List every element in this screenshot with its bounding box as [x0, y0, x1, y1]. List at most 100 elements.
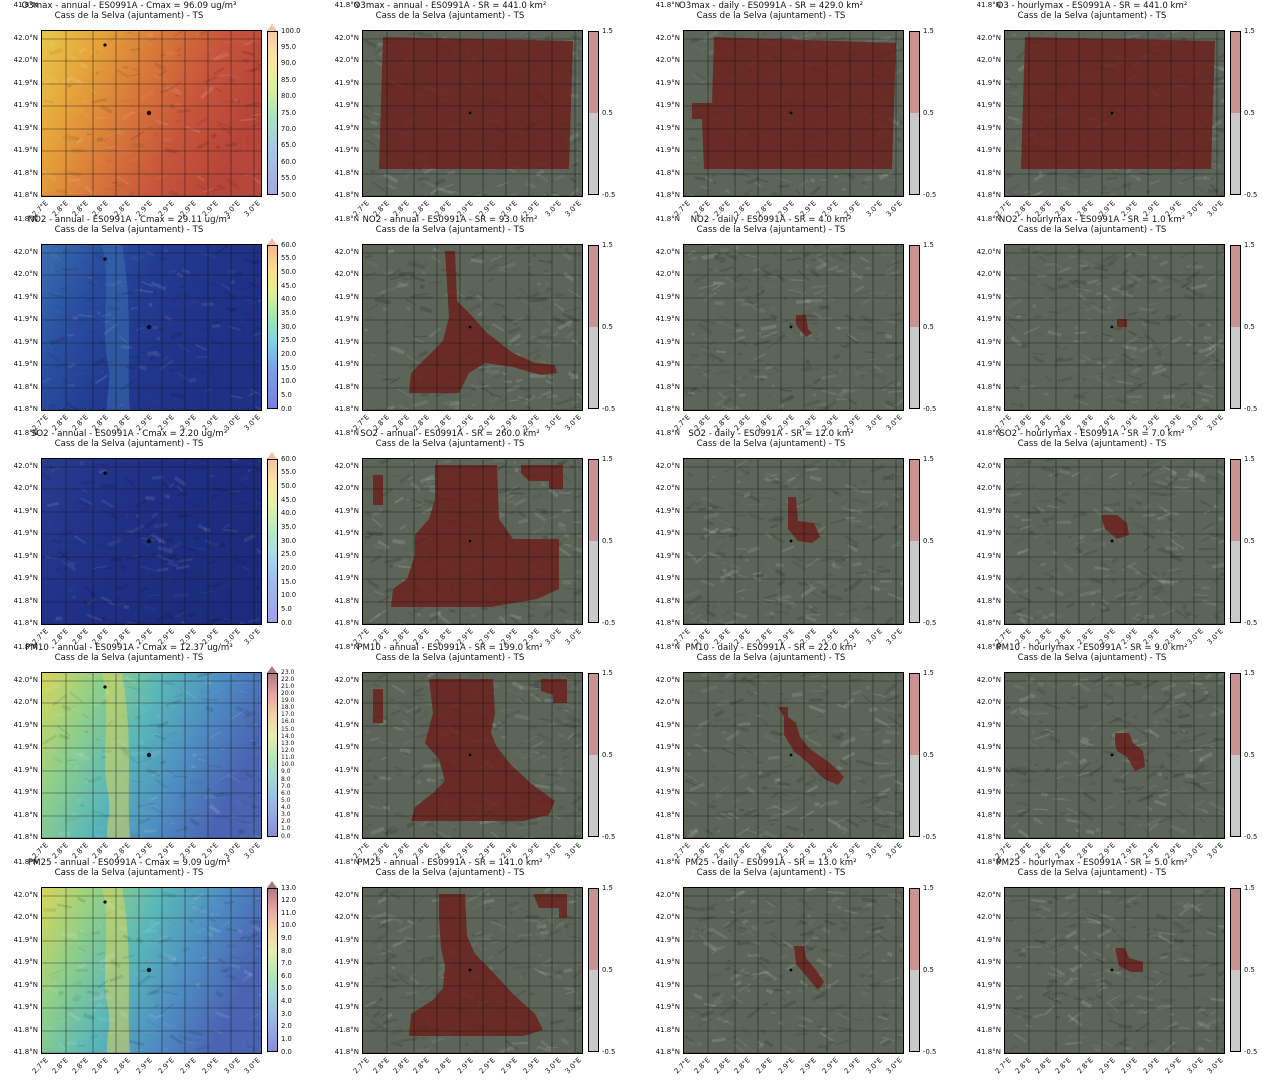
latitude-tick-label: 41.9°N — [0, 982, 38, 989]
longitude-tick-label: 2.9°E — [771, 1057, 796, 1082]
colorbar-tick-label: 0.5 — [602, 110, 613, 117]
latitude-tick-label: 41.9°N — [963, 722, 1001, 729]
colorbar-tick-label: 1.0 — [281, 1036, 292, 1043]
source-receptor-map — [362, 672, 583, 839]
colorbar-tick-label: 0.5 — [1244, 752, 1255, 759]
latitude-tick-label: 41.9°N — [963, 1004, 1001, 1011]
colorbar-tick-label: 8.0 — [281, 948, 292, 955]
latitude-tick-label: 41.9°N — [642, 744, 680, 751]
latitude-tick-label: 41.8°N — [963, 598, 1001, 605]
colorbar-tick-label: 10.0 — [281, 922, 296, 929]
colorbar-tick-label: 1.5 — [923, 456, 934, 463]
latitude-tick-label: 42.0°N — [642, 485, 680, 492]
colorbar-tick-label: 45.0 — [281, 283, 296, 290]
latitude-tick-label: 42.0°N — [0, 699, 38, 706]
latitude-tick-label: 42.0°N — [0, 914, 38, 921]
colorbar-tick-label: -0.5 — [602, 192, 615, 199]
latitude-tick-label: 41.9°N — [963, 959, 1001, 966]
colorbar-tick-label: -0.5 — [1244, 620, 1257, 627]
colorbar-tick-label: -0.5 — [923, 406, 936, 413]
binary-colorbar — [588, 245, 599, 409]
latitude-tick-label: 41.9°N — [963, 361, 1001, 368]
panel-title: SO2 - hourlymax - ES0991A - SR = 7.0 km²… — [963, 430, 1221, 449]
colorbar-tick-label: 25.0 — [281, 337, 296, 344]
latitude-tick-label: 42.0°N — [321, 914, 359, 921]
latitude-tick-label: 41.8°N — [963, 430, 1001, 437]
panel-title: PM10 - annual - ES0991A - Cmax = 12.37 u… — [0, 644, 258, 663]
latitude-tick-label: 41.8°N — [642, 620, 680, 627]
latitude-tick-label: 41.9°N — [0, 553, 38, 560]
latitude-tick-label: 41.9°N — [321, 294, 359, 301]
colorbar-tick-label: 0.5 — [602, 752, 613, 759]
latitude-tick-label: 41.9°N — [321, 789, 359, 796]
longitude-tick-label: 2.9°E — [450, 1057, 475, 1082]
panel-title-site: Cass de la Selva (ajuntament) - TS — [321, 654, 579, 664]
source-receptor-map — [362, 458, 583, 625]
concentration-colorbar — [267, 888, 278, 1052]
panel-o3max-sr-2: O3max - daily - ES0991A - SR = 429.0 km²… — [642, 2, 957, 216]
source-receptor-map — [683, 244, 904, 411]
colorbar-tick-label: 80.0 — [281, 93, 296, 100]
panel-pm25-sr-1: PM25 - annual - ES0991A - SR = 141.0 km²… — [321, 859, 636, 1073]
source-receptor-map — [362, 244, 583, 411]
latitude-tick-label: 41.9°N — [642, 125, 680, 132]
colorbar-tick-label: 20.0 — [281, 351, 296, 358]
latitude-tick-label: 41.9°N — [0, 102, 38, 109]
latitude-tick-label: 41.8°N — [321, 384, 359, 391]
colorbar-tick-label: 12.0 — [281, 748, 294, 754]
latitude-tick-label: 41.9°N — [0, 316, 38, 323]
panel-title: PM10 - annual - ES0991A - SR = 199.0 km²… — [321, 644, 579, 663]
longitude-tick-label: 2.9°E — [1114, 1057, 1139, 1082]
colorbar-tick-label: 10.0 — [281, 592, 296, 599]
latitude-tick-label: 41.9°N — [321, 575, 359, 582]
panel-o3max-sr-3: O3 - hourlymax - ES0991A - SR = 441.0 km… — [963, 2, 1263, 216]
latitude-tick-label: 41.8°N — [0, 2, 38, 9]
colorbar-tick-label: 10.0 — [281, 762, 294, 768]
concentration-map — [41, 244, 262, 411]
panel-pm25-concentration: PM25 - annual - ES0991A - Cmax = 9.09 ug… — [0, 859, 315, 1073]
longitude-tick-label: 2.9°E — [815, 1057, 840, 1082]
colorbar-tick-label: 15.0 — [281, 579, 296, 586]
longitude-tick-label: 2.9°E — [793, 1057, 818, 1082]
latitude-tick-label: 41.8°N — [642, 192, 680, 199]
latitude-tick-label: 41.9°N — [642, 937, 680, 944]
panel-title-site: Cass de la Selva (ajuntament) - TS — [0, 12, 258, 22]
longitude-tick-label: 2.9°E — [173, 1057, 198, 1082]
latitude-tick-label: 41.8°N — [0, 598, 38, 605]
latitude-tick-label: 41.8°N — [0, 170, 38, 177]
longitude-tick-label: 2.8°E — [107, 1057, 132, 1082]
colorbar-tick-label: 50.0 — [281, 269, 296, 276]
latitude-tick-label: 41.8°N — [963, 859, 1001, 866]
latitude-tick-label: 41.8°N — [0, 430, 38, 437]
latitude-tick-label: 41.8°N — [963, 812, 1001, 819]
colorbar-tick-label: 1.5 — [923, 885, 934, 892]
colorbar-tick-label: 0.5 — [1244, 110, 1255, 117]
colorbar-tick-label: 5.0 — [281, 392, 292, 399]
latitude-tick-label: 41.8°N — [0, 620, 38, 627]
latitude-tick-label: 41.9°N — [0, 744, 38, 751]
latitude-tick-label: 42.0°N — [642, 914, 680, 921]
binary-colorbar — [588, 888, 599, 1052]
colorbar-tick-label: 1.5 — [923, 242, 934, 249]
latitude-tick-label: 42.0°N — [963, 699, 1001, 706]
latitude-tick-label: 41.9°N — [0, 575, 38, 582]
binary-colorbar — [909, 459, 920, 623]
latitude-tick-label: 41.9°N — [963, 982, 1001, 989]
latitude-tick-label: 41.8°N — [642, 598, 680, 605]
panel-title-site: Cass de la Selva (ajuntament) - TS — [321, 226, 579, 236]
latitude-tick-label: 41.8°N — [321, 644, 359, 651]
panel-title-site: Cass de la Selva (ajuntament) - TS — [642, 869, 900, 879]
latitude-tick-label: 41.9°N — [963, 789, 1001, 796]
colorbar-tick-label: 70.0 — [281, 126, 296, 133]
latitude-tick-label: 42.0°N — [321, 892, 359, 899]
latitude-tick-label: 42.0°N — [642, 35, 680, 42]
panel-title-site: Cass de la Selva (ajuntament) - TS — [963, 869, 1221, 879]
panel-pm25-sr-3: PM25 - hourlymax - ES0991A - SR = 5.0 km… — [963, 859, 1263, 1073]
latitude-tick-label: 41.9°N — [642, 361, 680, 368]
latitude-tick-label: 42.0°N — [321, 485, 359, 492]
colorbar-tick-label: 1.5 — [1244, 670, 1255, 677]
latitude-tick-label: 41.9°N — [642, 294, 680, 301]
colorbar-tick-label: 5.0 — [281, 798, 291, 804]
